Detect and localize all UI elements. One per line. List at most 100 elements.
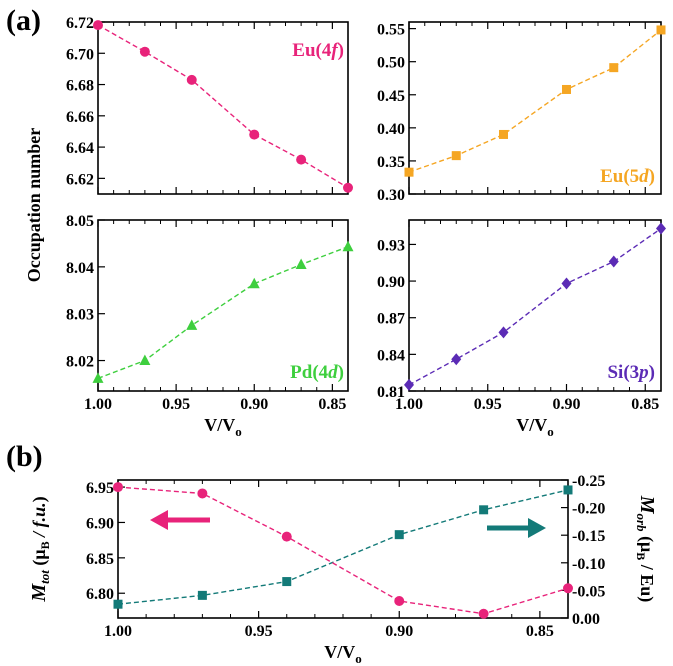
series-label: Eu(4f) bbox=[292, 40, 344, 61]
panel-moments: 1.00 0.95 0.90 0.85 6.80 6.85 6.90 6.95 0.00 -0.0… bbox=[6, 440, 658, 666]
x-tick-label: 0.90 bbox=[385, 623, 413, 640]
data-point-0-3 bbox=[562, 84, 571, 94]
y-tick-label: 6.64 bbox=[66, 140, 94, 157]
y-tick-label: 8.04 bbox=[66, 260, 94, 277]
y-tick-label: 0.84 bbox=[377, 347, 405, 364]
series-label: Eu(5d) bbox=[600, 166, 655, 187]
x-tick-label: 1.00 bbox=[104, 623, 132, 640]
data-point-0-4 bbox=[478, 608, 489, 619]
data-point-0-3 bbox=[561, 277, 572, 290]
x-axis-label: V/Vo bbox=[516, 415, 554, 439]
series-line-0 bbox=[117, 486, 569, 615]
panel-eu5d: 0.30 0.35 0.40 0.45 0.50 0.55 Eu(5d) bbox=[377, 21, 666, 204]
x-tick-label: 0.85 bbox=[318, 396, 346, 413]
y-axis-label: Mtot (μB / f.u.) bbox=[28, 496, 52, 602]
data-point-0-0 bbox=[92, 372, 104, 383]
x-tick-label: 1.00 bbox=[84, 396, 112, 413]
panel-label-b: (b) bbox=[6, 440, 43, 473]
data-point-0-2 bbox=[281, 531, 292, 542]
panel-eu4f: 6.62 6.64 6.66 6.68 6.70 6.72 Eu(4f) Occupation… bbox=[6, 4, 353, 282]
series-line-0 bbox=[408, 227, 662, 386]
y-tick-label: 6.62 bbox=[66, 171, 94, 188]
data-point-1-5 bbox=[563, 485, 573, 495]
panel-label-a: (a) bbox=[6, 4, 41, 37]
y-tick-label: 0.55 bbox=[377, 22, 405, 39]
data-point-0-1 bbox=[197, 488, 208, 499]
x-tick-label: 0.95 bbox=[474, 396, 502, 413]
series-line-1 bbox=[117, 489, 569, 605]
x-tick-label: 0.95 bbox=[162, 396, 190, 413]
y-tick-label: 0.93 bbox=[377, 237, 405, 254]
y-tick-label: 0.87 bbox=[377, 311, 405, 328]
data-point-1-2 bbox=[282, 577, 292, 587]
data-point-1-4 bbox=[479, 505, 489, 515]
data-point-0-2 bbox=[186, 319, 198, 330]
data-point-0-3 bbox=[248, 277, 260, 289]
y-axis-label: Occupation number bbox=[24, 128, 44, 283]
series-line-0 bbox=[97, 246, 349, 380]
panel-pd4d: 1.00 0.95 0.90 0.85 8.02 8.03 8.04 8.05 V/Vo Pd(4… bbox=[66, 213, 354, 439]
y-tick-label: 6.66 bbox=[66, 109, 94, 126]
y-tick-label: 6.68 bbox=[66, 78, 94, 95]
data-point-0-4 bbox=[296, 154, 307, 165]
y-tick-label: 6.72 bbox=[66, 15, 94, 32]
y-tick-label: 6.70 bbox=[66, 46, 94, 63]
data-point-0-0 bbox=[113, 482, 123, 493]
y-tick-label: 8.05 bbox=[66, 213, 94, 230]
x-tick-label: 0.90 bbox=[240, 396, 268, 413]
series-label: Pd(4d) bbox=[290, 362, 344, 383]
y-tick-label: 6.90 bbox=[86, 515, 114, 532]
x-tick-label: 0.90 bbox=[553, 396, 581, 413]
series-label: Si(3p) bbox=[607, 362, 655, 383]
series-line-0 bbox=[97, 24, 349, 189]
data-point-0-4 bbox=[608, 255, 619, 268]
x-tick-label: 0.85 bbox=[631, 396, 659, 413]
y-tick-label: -0.10 bbox=[572, 556, 605, 573]
data-point-0-0 bbox=[404, 378, 414, 391]
y-tick-label: 6.80 bbox=[86, 586, 114, 603]
y-tick-label: 0.90 bbox=[377, 274, 405, 291]
x-axis-label: V/Vo bbox=[324, 642, 362, 666]
y-tick-label: 0.40 bbox=[377, 121, 405, 138]
data-point-0-0 bbox=[404, 167, 414, 177]
y-tick-label: 0.45 bbox=[377, 88, 405, 105]
y-tick-label: 0.50 bbox=[377, 55, 405, 72]
x-tick-label: 1.00 bbox=[395, 396, 423, 413]
data-point-0-5 bbox=[342, 240, 354, 252]
y2-axis-label: Morb (μB / Eu) bbox=[634, 495, 658, 603]
data-point-0-1 bbox=[451, 353, 462, 366]
data-point-0-3 bbox=[249, 129, 260, 140]
panel-si3p: 1.00 0.95 0.90 0.85 0.81 0.84 0.87 0.90 0.93 V/Vo… bbox=[377, 219, 666, 439]
data-point-1-0 bbox=[113, 599, 123, 609]
y-tick-label: -0.15 bbox=[572, 528, 605, 545]
right-arrow-head-icon bbox=[528, 518, 546, 538]
data-point-0-1 bbox=[451, 151, 461, 161]
y-tick-label: 8.03 bbox=[66, 307, 94, 324]
y-tick-label: 0.00 bbox=[572, 611, 600, 628]
data-point-0-0 bbox=[93, 20, 103, 31]
series-line-0 bbox=[408, 29, 662, 173]
x-tick-label: 0.85 bbox=[526, 623, 554, 640]
data-point-0-5 bbox=[656, 25, 666, 35]
y-tick-label: 6.85 bbox=[86, 551, 114, 568]
data-point-0-2 bbox=[498, 326, 509, 339]
data-point-0-4 bbox=[295, 258, 307, 270]
x-tick-label: 0.95 bbox=[245, 623, 273, 640]
y-tick-label: 0.35 bbox=[377, 154, 405, 171]
data-point-0-4 bbox=[609, 63, 619, 73]
data-point-1-1 bbox=[197, 590, 207, 600]
y-tick-label: 0.81 bbox=[377, 384, 405, 401]
y-tick-label: 8.02 bbox=[66, 354, 94, 371]
data-point-1-3 bbox=[394, 530, 404, 540]
data-point-0-2 bbox=[499, 129, 508, 139]
y-tick-label: -0.25 bbox=[572, 473, 605, 490]
left-arrow-head-icon bbox=[150, 510, 168, 530]
data-point-0-3 bbox=[394, 596, 405, 607]
data-point-0-5 bbox=[563, 583, 573, 594]
data-point-0-5 bbox=[656, 222, 666, 235]
y-tick-label: 0.30 bbox=[377, 187, 405, 204]
y-tick-label: -0.20 bbox=[572, 501, 605, 518]
data-point-0-1 bbox=[139, 354, 151, 366]
data-point-0-2 bbox=[186, 74, 197, 85]
